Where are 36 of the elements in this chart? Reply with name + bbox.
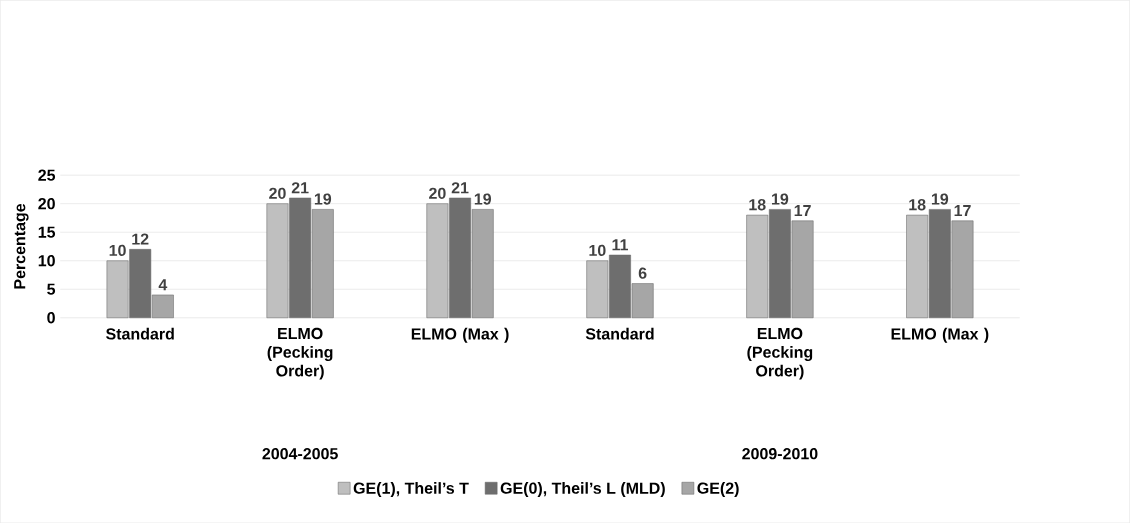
data-label: 12 [132, 233, 149, 245]
data-label: 20 [269, 187, 286, 199]
legend-label: GE(2) [697, 481, 739, 497]
data-label: 19 [474, 193, 492, 205]
text: 2004-2005 [262, 447, 338, 460]
data-label: 20 [429, 187, 446, 199]
legend-label: GE(1), Theil’s T [353, 481, 469, 497]
data-label: 21 [451, 181, 469, 194]
data-label: 19 [314, 193, 332, 205]
data-label: 17 [794, 204, 811, 216]
text: 2009-2010 [742, 447, 818, 460]
data-label: 10 [109, 244, 126, 256]
x-tick-label: Standard [106, 327, 174, 340]
data-label: 4 [158, 279, 168, 291]
x-tick-label: ELMO (Max ) [891, 327, 989, 343]
data-label: 18 [909, 198, 926, 211]
x-tick-label: ELMO (Pecking Order) [747, 327, 813, 380]
x-tick-label: ELMO (Pecking Order) [267, 327, 333, 380]
y-tick-label: 5 [47, 283, 56, 295]
y-tick-label: 15 [38, 226, 56, 238]
data-label: 21 [291, 181, 309, 194]
data-label: 19 [772, 193, 789, 205]
data-label: 6 [638, 267, 647, 279]
data-label: 17 [954, 204, 971, 216]
legend-label: GE(0), Theil’s L (MLD) [500, 481, 665, 497]
x-tick-label: Standard [585, 327, 654, 340]
y-tick-label: 20 [38, 197, 55, 210]
x-tick-label: ELMO (Max ) [411, 327, 509, 343]
data-label: 10 [589, 244, 606, 256]
data-label: 11 [612, 239, 628, 251]
data-label: 18 [749, 198, 766, 211]
y-tick-label: 25 [38, 169, 56, 181]
y-tick-label: 10 [38, 254, 55, 267]
data-label: 19 [931, 193, 949, 205]
y-axis-title: Percentage [14, 203, 29, 289]
y-tick-label: 0 [47, 311, 55, 324]
